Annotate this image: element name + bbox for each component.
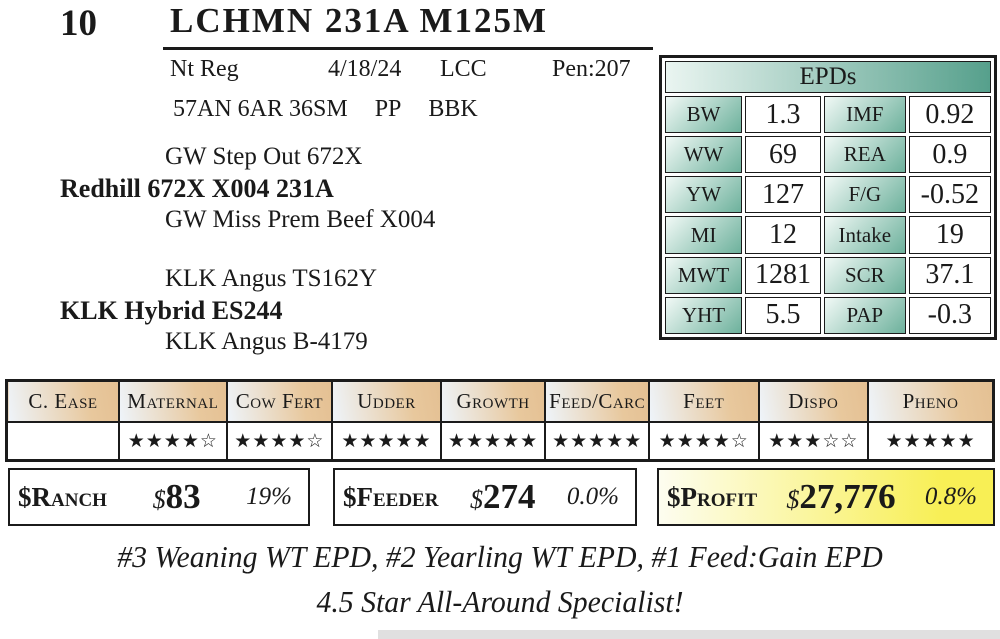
rating-header-feet: Feet xyxy=(647,379,760,423)
lot-number: 10 xyxy=(60,3,97,44)
epd-fg-value: -0.52 xyxy=(908,176,991,214)
color-code: BBK xyxy=(428,96,478,122)
animal-id-title: LCHMN 231A M125M xyxy=(170,1,549,40)
epd-pap-label: PAP xyxy=(823,296,906,334)
epd-pap-value: -0.3 xyxy=(908,296,991,334)
sire-name: Redhill 672X X004 231A xyxy=(60,174,334,203)
rating-header-udder: Udder xyxy=(331,379,442,423)
epd-rea-label: REA xyxy=(823,136,906,174)
rating-header-dispo: Dispo xyxy=(757,379,870,423)
epd-yw-label: YW xyxy=(665,176,743,214)
rating-header-growth: Growth xyxy=(439,379,547,423)
epd-yht-value: 5.5 xyxy=(745,296,821,334)
sire-of-sire: GW Step Out 672X xyxy=(165,143,363,170)
ranch-index-label: $Ranch xyxy=(18,481,107,512)
epd-ww-value: 69 xyxy=(745,136,821,174)
epd-ww-label: WW xyxy=(665,136,743,174)
breed-composition-row: 57AN 6AR 36SM PP BBK xyxy=(173,96,478,123)
birth-date: 4/18/24 xyxy=(328,56,402,82)
rating-stars-pheno: ★★★★★ xyxy=(867,421,995,462)
rating-stars-dispo: ★★★☆☆ xyxy=(757,421,870,462)
registration-status: Nt Reg xyxy=(170,56,239,82)
breed-composition: 57AN 6AR 36SM xyxy=(173,96,348,122)
epd-mwt-label: MWT xyxy=(665,256,743,294)
next-lot-edge-strip xyxy=(378,630,1000,639)
ranch-index-box: $Ranch $83 19% xyxy=(8,468,310,526)
epd-imf-value: 0.92 xyxy=(908,96,991,134)
dam-name: KLK Hybrid ES244 xyxy=(60,296,283,325)
rating-stars-feed-carc: ★★★★★ xyxy=(544,421,650,462)
rating-stars-calving-ease xyxy=(5,421,121,462)
epd-imf-label: IMF xyxy=(823,96,906,134)
sire-of-dam: KLK Angus TS162Y xyxy=(165,265,378,292)
profit-index-box: $Profit $27,776 0.8% xyxy=(657,468,995,526)
epd-mi-value: 12 xyxy=(745,216,821,254)
rating-stars-cow-fert: ★★★★☆ xyxy=(225,421,334,462)
title-underline xyxy=(163,47,653,50)
feeder-index-value: $274 xyxy=(469,477,536,516)
epd-yht-label: YHT xyxy=(665,296,743,334)
rating-stars-maternal: ★★★★☆ xyxy=(118,421,228,462)
profit-index-percentile: 0.8% xyxy=(924,483,977,510)
epd-scr-label: SCR xyxy=(823,256,906,294)
epd-rea-value: 0.9 xyxy=(908,136,991,174)
dam-of-dam: KLK Angus B-4179 xyxy=(165,328,368,355)
rating-header-cow-fert: Cow Fert xyxy=(225,379,334,423)
epd-intake-label: Intake xyxy=(823,216,906,254)
rating-stars-udder: ★★★★★ xyxy=(331,421,442,462)
ranch-index-value: $83 xyxy=(152,477,201,516)
feeder-index-percentile: 0.0% xyxy=(566,483,619,510)
dam-of-sire: GW Miss Prem Beef X004 xyxy=(165,206,436,233)
rating-stars-growth: ★★★★★ xyxy=(439,421,547,462)
epd-bw-value: 1.3 xyxy=(745,96,821,134)
epd-table: EPDs BW 1.3 IMF 0.92 WW 69 REA 0.9 YW 12… xyxy=(659,55,997,340)
profit-index-value: $27,776 xyxy=(786,477,896,516)
epd-scr-value: 37.1 xyxy=(908,256,991,294)
profit-index-label: $Profit xyxy=(667,481,758,512)
note-specialist: 4.5 Star All-Around Specialist! xyxy=(316,584,684,619)
epd-fg-label: F/G xyxy=(823,176,906,214)
epd-bw-label: BW xyxy=(665,96,743,134)
pen-number: Pen:207 xyxy=(552,56,631,82)
rating-header-calving-ease: C. Ease xyxy=(5,379,121,423)
epd-mwt-value: 1281 xyxy=(745,256,821,294)
rating-header-maternal: Maternal xyxy=(118,379,228,423)
rating-stars-feet: ★★★★☆ xyxy=(647,421,760,462)
epd-table-title: EPDs xyxy=(665,61,991,93)
epd-intake-value: 19 xyxy=(908,216,991,254)
note-epd-rankings: #3 Weaning WT EPD, #2 Yearling WT EPD, #… xyxy=(117,539,883,574)
location-code: LCC xyxy=(440,56,487,82)
feeder-index-label: $Feeder xyxy=(343,481,439,512)
star-rating-table: C. Ease Maternal Cow Fert Udder Growth F… xyxy=(5,379,995,462)
rating-header-feed-carc: Feed/Carc xyxy=(544,379,650,423)
epd-mi-label: MI xyxy=(665,216,743,254)
polled-status: PP xyxy=(374,96,402,122)
feeder-index-box: $Feeder $274 0.0% xyxy=(333,468,637,526)
rating-header-pheno: Pheno xyxy=(867,379,995,423)
ranch-index-percentile: 19% xyxy=(246,483,292,510)
epd-yw-value: 127 xyxy=(745,176,821,214)
